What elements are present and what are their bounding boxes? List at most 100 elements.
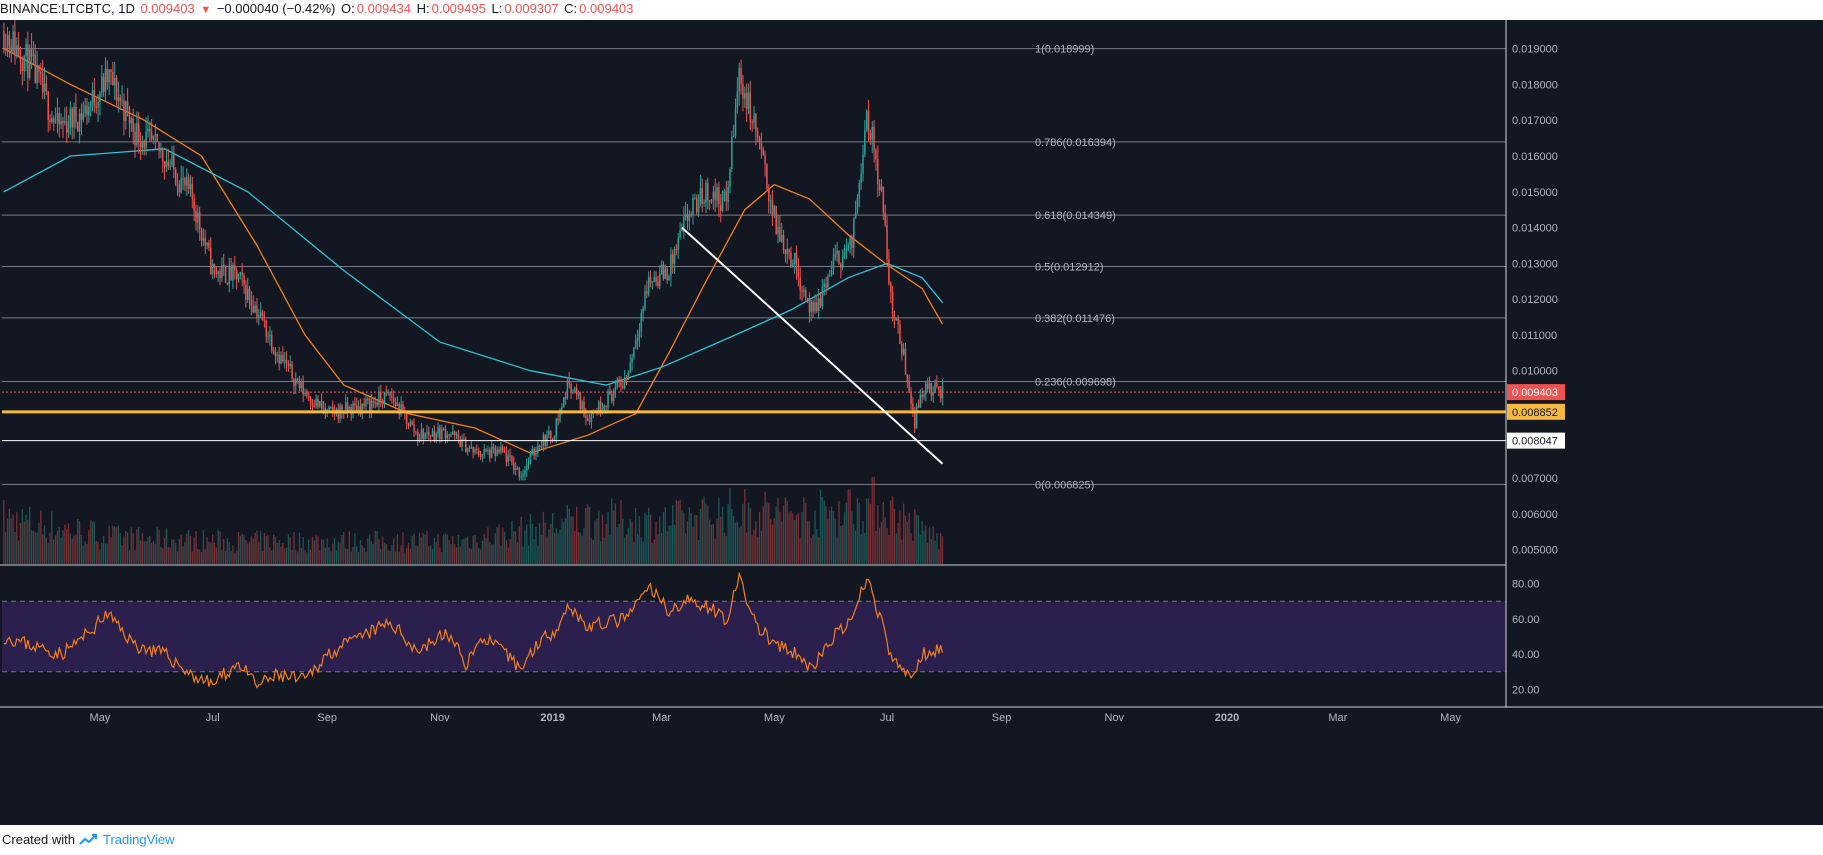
volume-bar: [234, 552, 236, 564]
candle-body: [300, 382, 303, 389]
candle-body: [631, 357, 633, 363]
volume-bar: [104, 543, 107, 564]
volume-bar: [599, 541, 602, 564]
candle-body: [804, 290, 807, 298]
candle-body: [880, 186, 883, 191]
volume-bar: [326, 538, 328, 564]
volume-bar: [590, 538, 593, 564]
trendline-layer[interactable]: [681, 226, 944, 465]
volume-bar: [618, 524, 620, 564]
volume-bar: [524, 530, 526, 564]
fibonacci-layer: 1(0.018999) 0.786(0.016394) 0.618(0.014349…: [2, 44, 1506, 491]
candle-body: [439, 427, 441, 440]
candle-body: [616, 379, 619, 387]
candle-body: [720, 204, 722, 211]
volume-bar: [701, 499, 703, 564]
volume-bar: [284, 548, 286, 564]
symbol-label: BINANCE:LTCBTC, 1D: [0, 1, 135, 16]
candle-body: [766, 164, 768, 189]
candle-body: [306, 392, 308, 396]
candle-body: [496, 449, 498, 456]
candle-body: [851, 237, 853, 248]
candle-body: [455, 433, 458, 435]
volume-bar: [683, 512, 685, 564]
candle-body: [3, 30, 5, 49]
volume-bar: [49, 532, 51, 564]
volume-bar: [158, 529, 160, 564]
chart-area[interactable]: 1(0.018999) 0.786(0.016394) 0.618(0.014349…: [0, 20, 1823, 825]
volume-bar: [156, 526, 158, 564]
volume-bar: [21, 509, 23, 564]
candle-body: [477, 449, 480, 456]
volume-bar: [829, 510, 831, 564]
volume-bar: [751, 535, 753, 564]
candle-body: [638, 331, 641, 339]
candle-body: [204, 238, 206, 246]
candle-body: [703, 202, 705, 204]
candle-body: [106, 68, 109, 83]
volume-bar: [180, 534, 182, 564]
volume-bar: [660, 533, 663, 564]
price-tick-label: 0.017000: [1512, 115, 1558, 127]
candle-body: [210, 247, 212, 274]
down-arrow-icon: ▼: [200, 4, 212, 16]
volume-bar: [387, 550, 389, 564]
candle-body: [137, 123, 140, 143]
candle-body: [625, 377, 628, 380]
candle-body: [356, 405, 358, 413]
volume-bar: [16, 512, 18, 564]
volume-bar: [369, 534, 371, 564]
tradingview-link[interactable]: TradingView: [102, 832, 175, 847]
volume-bar: [716, 518, 718, 564]
candle-body: [782, 235, 785, 251]
candle-body: [315, 398, 317, 407]
candle-body: [396, 404, 399, 407]
volume-bar: [204, 549, 206, 564]
volume-bar: [679, 499, 681, 564]
volume-bar: [345, 548, 347, 564]
candle-body: [503, 451, 506, 453]
candle-body: [629, 362, 631, 373]
candle-body: [222, 265, 225, 268]
volume-bar: [557, 533, 559, 564]
candle-body: [732, 136, 735, 138]
volume-bar: [941, 536, 944, 564]
volume-bar: [58, 527, 60, 564]
candle-body: [431, 430, 434, 437]
volume-bar: [413, 533, 415, 564]
candle-body: [847, 245, 849, 249]
volume-bar: [88, 530, 90, 564]
candle-body: [827, 275, 829, 288]
volume-bar: [529, 514, 532, 564]
volume-bar: [448, 540, 450, 564]
volume-bar: [788, 512, 790, 564]
candle-body: [500, 447, 502, 453]
candle-body: [331, 406, 334, 411]
volume-bar: [498, 524, 500, 564]
volume-bar: [930, 538, 933, 564]
fib-label: 0.5(0.012912): [1035, 262, 1104, 274]
candle-body: [917, 406, 920, 408]
candle-body: [108, 69, 110, 83]
volume-bar: [843, 512, 846, 564]
volume-bar: [82, 545, 84, 564]
candle-body: [773, 206, 776, 215]
volume-bar: [612, 510, 615, 564]
volume-bar: [356, 546, 358, 564]
volume-bar: [10, 518, 12, 564]
candle-body: [418, 438, 421, 440]
volume-bar: [672, 504, 674, 564]
volume-bar: [779, 511, 781, 564]
candle-body: [764, 154, 766, 165]
volume-bar: [882, 501, 884, 564]
candle-body: [679, 230, 681, 238]
volume-bar: [546, 536, 548, 564]
volume-bar: [442, 534, 445, 564]
candle-body: [607, 391, 609, 408]
volume-bar: [411, 535, 413, 564]
volume-bar: [348, 531, 351, 564]
candle-body: [452, 431, 454, 435]
candle-body: [498, 449, 500, 453]
candle-body: [780, 235, 783, 242]
candle-body: [551, 438, 554, 441]
